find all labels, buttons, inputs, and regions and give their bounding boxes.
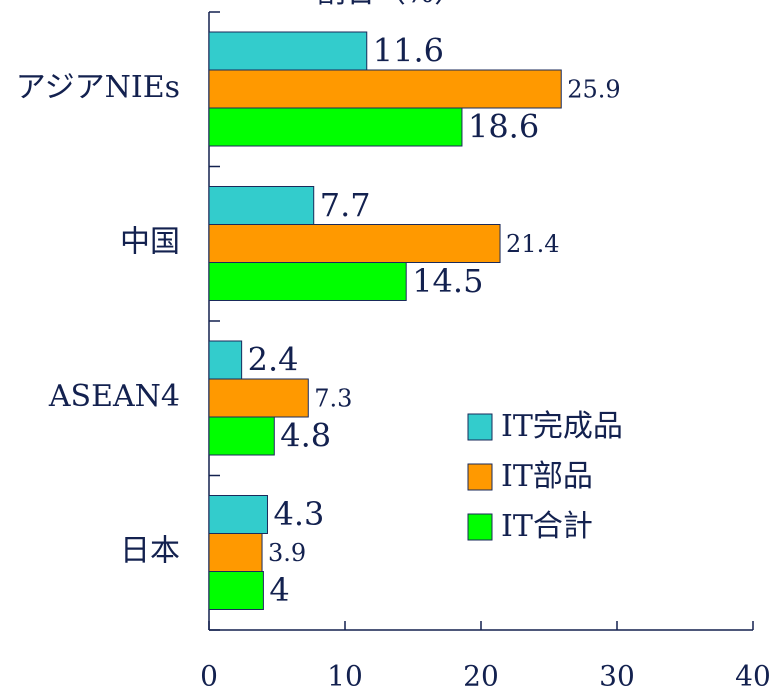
y-tick-label: アジアNIEs xyxy=(16,70,180,105)
bar xyxy=(208,340,243,380)
x-tick-label: 10 xyxy=(327,660,363,693)
data-label: 11.6 xyxy=(373,32,444,70)
bar xyxy=(208,31,368,71)
data-label: 3.9 xyxy=(268,539,306,567)
bar xyxy=(208,416,275,456)
x-tick-label: 20 xyxy=(463,660,499,693)
chart-title: 割合（%） xyxy=(316,0,465,10)
data-label: 7.7 xyxy=(320,186,371,224)
data-label: 21.4 xyxy=(506,230,559,258)
x-tick-label: 30 xyxy=(599,660,635,693)
data-label: 4.8 xyxy=(280,417,331,455)
data-label: 14.5 xyxy=(412,262,483,300)
x-tick-label: 0 xyxy=(200,660,218,693)
bar xyxy=(208,69,562,109)
legend-swatch xyxy=(467,513,493,541)
legend-label: IT部品 xyxy=(501,459,593,494)
legend-swatch xyxy=(467,413,493,441)
data-label: 7.3 xyxy=(314,385,352,413)
y-tick-label: ASEAN4 xyxy=(48,379,180,414)
bar xyxy=(208,107,463,147)
data-label: 4.3 xyxy=(273,495,324,533)
bar xyxy=(208,262,407,301)
legend-label: IT合計 xyxy=(501,509,593,544)
bar xyxy=(208,224,501,263)
bar xyxy=(208,378,309,418)
bar xyxy=(208,571,264,610)
data-label: 25.9 xyxy=(567,76,620,104)
data-label: 18.6 xyxy=(468,108,539,146)
bar xyxy=(208,186,315,225)
bar xyxy=(208,495,268,534)
bar xyxy=(208,533,263,572)
y-tick-label: 日本 xyxy=(120,534,180,569)
data-label: 4 xyxy=(269,571,289,609)
legend-swatch xyxy=(467,463,493,491)
data-label: 2.4 xyxy=(248,341,299,379)
x-tick-label: 40 xyxy=(735,660,771,693)
y-tick-label: 中国 xyxy=(120,225,180,260)
legend-label: IT完成品 xyxy=(501,409,623,444)
